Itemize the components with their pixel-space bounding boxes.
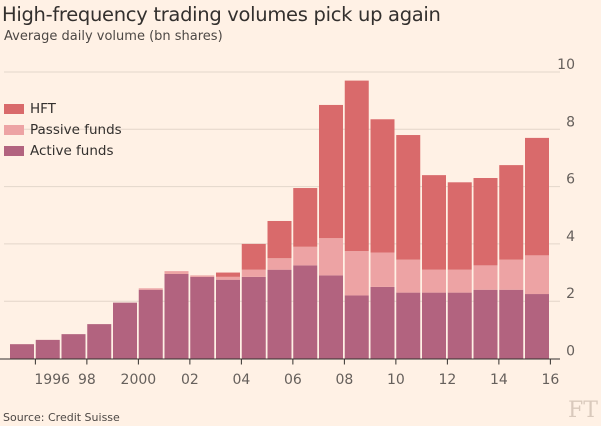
bar-passive-funds [525, 255, 549, 295]
legend-label-passive-funds: Passive funds [30, 121, 122, 138]
bar-passive-funds [396, 259, 421, 293]
ft-logo: FT [568, 398, 598, 423]
bar-hft [267, 220, 292, 259]
x-tick-label: 10 [387, 372, 405, 388]
bar-hft [499, 165, 524, 260]
bar-passive-funds [216, 276, 240, 280]
bar-active-funds [473, 289, 498, 359]
bar-active-funds [422, 292, 446, 359]
x-tick-label: 1996 [34, 372, 70, 388]
bar-hft [447, 182, 472, 270]
x-tick-label: 16 [541, 372, 559, 388]
bar-hft [293, 188, 318, 247]
bar-hft [473, 178, 498, 266]
bar-active-funds [164, 273, 189, 359]
bar-active-funds [113, 302, 137, 359]
bar-passive-funds [473, 265, 498, 290]
bar-active-funds [10, 344, 34, 359]
bar-hft [216, 272, 240, 277]
x-tick-label: 02 [181, 372, 199, 388]
bar-active-funds [267, 269, 292, 359]
y-tick-label: 4 [566, 229, 575, 245]
chart-title: High-frequency trading volumes pick up a… [2, 3, 441, 26]
bar-active-funds [293, 265, 318, 359]
legend-swatch-passive-funds [4, 124, 24, 135]
bar-passive-funds [344, 251, 369, 296]
bar-hft [422, 175, 446, 270]
x-tick-label: 04 [232, 372, 250, 388]
bar-hft [241, 243, 266, 270]
chart-subtitle: Average daily volume (bn shares) [4, 29, 223, 44]
x-tick-label: 98 [78, 372, 96, 388]
bar-active-funds [190, 276, 215, 359]
legend-swatch-hft [4, 103, 24, 114]
bar-passive-funds [267, 258, 292, 270]
bar-passive-funds [190, 275, 215, 277]
bar-active-funds [138, 289, 163, 359]
bar-active-funds [216, 279, 240, 359]
x-tick-label: 12 [438, 372, 456, 388]
x-tick-label: 06 [284, 372, 302, 388]
bar-active-funds [396, 292, 421, 359]
bar-hft [370, 119, 395, 253]
bar-passive-funds [241, 269, 266, 277]
bar-hft [396, 135, 421, 260]
bar-passive-funds [319, 238, 343, 276]
y-tick-label: 8 [566, 114, 575, 130]
legend-label-hft: HFT [30, 100, 56, 117]
bar-hft [525, 137, 549, 256]
bar-passive-funds [370, 252, 395, 287]
y-tick-label: 2 [566, 286, 575, 302]
bar-passive-funds [447, 269, 472, 293]
bar-active-funds [35, 339, 60, 359]
bar-passive-funds [293, 246, 318, 266]
legend-item-active-funds: Active funds [4, 140, 122, 161]
legend-label-active-funds: Active funds [30, 142, 114, 159]
bar-passive-funds [422, 269, 446, 293]
x-tick-label: 14 [490, 372, 508, 388]
bar-active-funds [370, 286, 395, 359]
bar-active-funds [344, 295, 369, 359]
bar-active-funds [319, 275, 343, 359]
x-tick-label: 2000 [121, 372, 157, 388]
legend-item-passive-funds: Passive funds [4, 119, 122, 140]
bar-passive-funds [138, 288, 163, 290]
x-tick-label: 08 [335, 372, 353, 388]
y-tick-label: 10 [557, 57, 575, 73]
bar-passive-funds [499, 259, 524, 290]
source-note: Source: Credit Suisse [3, 411, 120, 424]
bar-passive-funds [164, 271, 189, 274]
bar-active-funds [241, 276, 266, 359]
bar-active-funds [499, 289, 524, 359]
chart-legend: HFT Passive funds Active funds [4, 98, 122, 161]
legend-item-hft: HFT [4, 98, 122, 119]
bar-hft [344, 80, 369, 252]
y-tick-label: 0 [566, 344, 575, 360]
legend-swatch-active-funds [4, 145, 24, 156]
bar-active-funds [525, 294, 549, 359]
y-tick-label: 6 [566, 172, 575, 188]
bar-hft [319, 104, 343, 239]
bar-active-funds [447, 292, 472, 359]
bar-active-funds [61, 334, 86, 359]
bar-active-funds [87, 324, 112, 359]
